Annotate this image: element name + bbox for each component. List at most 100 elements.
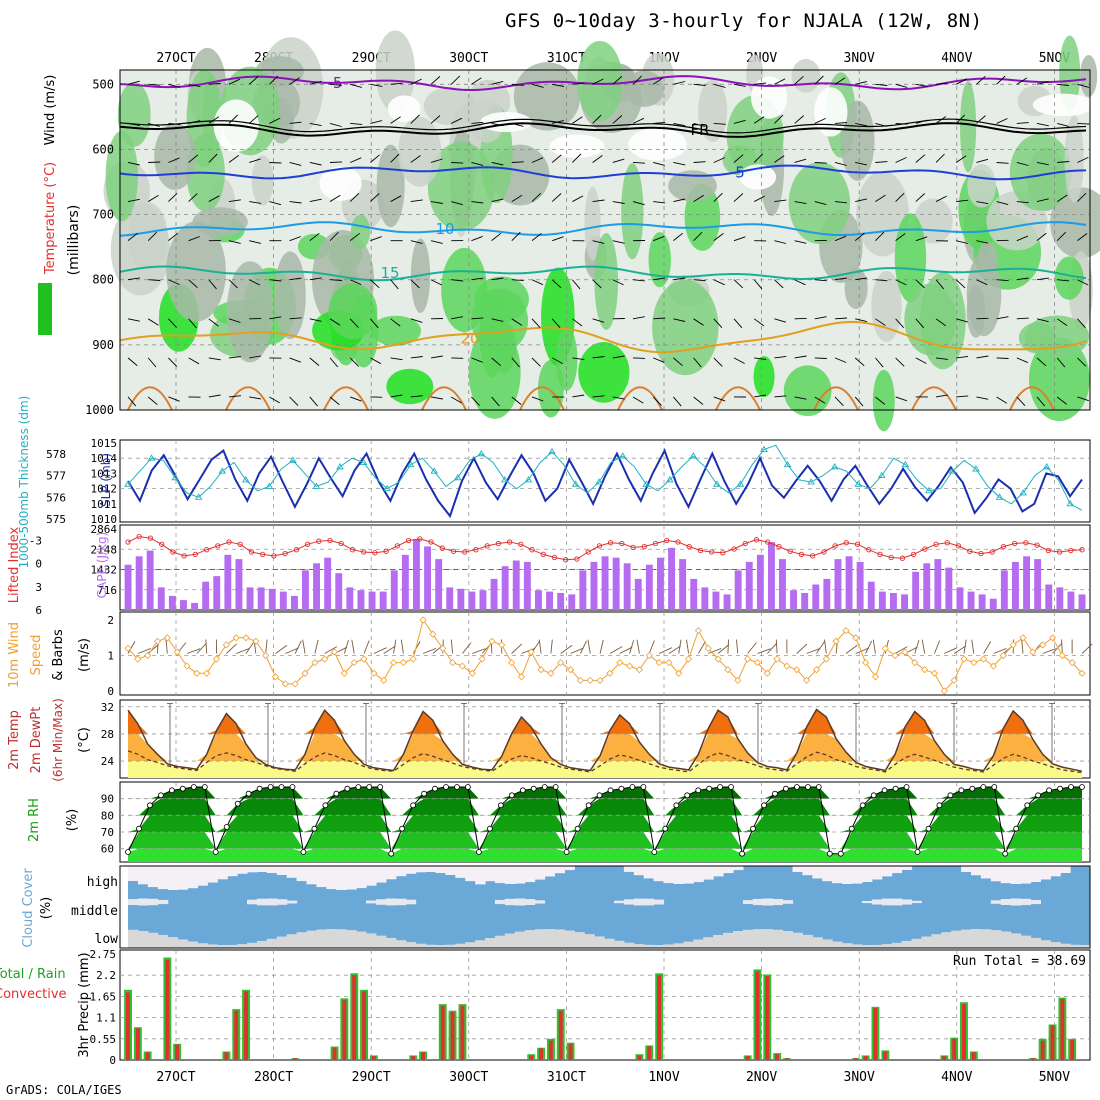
wind-barb-10m xyxy=(717,644,730,654)
wind-barb xyxy=(1057,161,1070,163)
cloud-high-cell xyxy=(693,866,704,883)
dewpoint-line xyxy=(127,750,1083,774)
wind-speed-marker xyxy=(626,662,634,670)
rh-marker xyxy=(991,784,998,790)
cloud-high-cell xyxy=(1060,866,1071,873)
wind-barb xyxy=(552,236,564,242)
wind-barb xyxy=(551,154,562,163)
wind-barb xyxy=(754,82,767,85)
wind-barb xyxy=(370,236,382,242)
surface-isotherm-bump xyxy=(323,386,369,411)
wind-barb xyxy=(653,357,665,363)
wind-barb xyxy=(248,76,259,85)
precip-convective-bar xyxy=(145,1052,150,1060)
cape-bar xyxy=(501,566,509,610)
rh-marker xyxy=(651,849,658,855)
rh-marker xyxy=(212,849,219,855)
wind-barb xyxy=(127,80,140,85)
wind-barb xyxy=(410,279,420,289)
cloud-low-cell xyxy=(584,934,595,948)
cloud-low-cell xyxy=(881,944,893,948)
wind-barb xyxy=(349,192,360,202)
wind-barb xyxy=(814,117,826,124)
cloud-low-cell xyxy=(723,932,734,948)
slp-axis-title: SLP (mb) xyxy=(99,453,113,507)
wind-barb xyxy=(228,155,239,163)
cape-bar xyxy=(657,557,664,610)
cloud-low-cell xyxy=(703,937,714,948)
rh-dry-patch xyxy=(480,111,532,133)
wind-barb xyxy=(1016,317,1029,320)
wind-barb-10m xyxy=(302,639,306,654)
cloud-high-cell xyxy=(177,866,189,890)
cloud-mid-cell xyxy=(772,899,784,906)
wind-barb xyxy=(935,82,948,85)
cloud-high-cell xyxy=(1010,866,1022,884)
wind-barb xyxy=(915,279,925,289)
cloud-low-cell xyxy=(752,929,764,948)
wind-barb-10m xyxy=(1021,639,1024,654)
lifted-index-marker xyxy=(574,556,580,562)
cloud-low-cell xyxy=(762,929,774,948)
wind-barb xyxy=(370,83,383,87)
wind-speed-marker xyxy=(586,676,594,684)
wind-barb xyxy=(572,82,585,85)
wind-barb xyxy=(148,83,161,86)
thickness-marker xyxy=(972,465,980,472)
cloud-low-cell xyxy=(256,940,268,948)
wind-speed-marker xyxy=(724,666,732,674)
rh-marker xyxy=(464,784,471,790)
wind-barb xyxy=(956,240,969,244)
wind-speed-marker xyxy=(498,641,506,649)
wind-barb xyxy=(915,318,925,329)
wind-barb xyxy=(430,76,441,85)
lifted-index-marker xyxy=(170,549,176,555)
cloud-level-high: high xyxy=(87,875,118,890)
rh-shading-blob xyxy=(1054,256,1084,300)
wind-speed-marker xyxy=(350,659,358,667)
wind-barb xyxy=(1036,232,1047,242)
cape-bar xyxy=(346,587,354,610)
wind-barb xyxy=(592,78,604,85)
lifted-index-marker xyxy=(955,543,962,549)
rh-marker xyxy=(826,850,833,857)
cloud-high-cell xyxy=(425,866,436,872)
wind-barb xyxy=(1077,122,1090,125)
wind-barb xyxy=(834,201,847,204)
wind-barb xyxy=(653,121,666,124)
wind-barb xyxy=(531,396,544,402)
pressure-axis-title: (millibars) xyxy=(66,205,82,276)
wind-barb-10m xyxy=(914,639,920,654)
cloud-mid-cell xyxy=(286,900,298,904)
wind-barb xyxy=(794,201,807,205)
wind-barb xyxy=(996,75,1006,85)
cloud-high-cell xyxy=(336,866,347,890)
cloud-mid-cell xyxy=(762,898,774,906)
wind-barb xyxy=(390,116,401,124)
lifted-index-marker xyxy=(159,541,165,547)
cloud-low-cell xyxy=(782,931,794,948)
top-date-label: 31OCT xyxy=(547,51,586,66)
rh-shading-blob xyxy=(128,202,168,271)
wind-speed-marker xyxy=(744,655,752,663)
wind-barb xyxy=(249,201,262,204)
wind-barb xyxy=(208,318,219,327)
rh-shading-blob xyxy=(913,198,953,244)
rh-shading-blob xyxy=(652,279,719,376)
wind-speed-marker xyxy=(891,651,899,660)
wind-barb-10m xyxy=(708,647,722,654)
cloud-high-cell xyxy=(633,866,645,876)
wind-barb xyxy=(451,117,463,124)
cloud-low-cell xyxy=(524,930,536,948)
wind-barb xyxy=(855,198,868,203)
cape-bar xyxy=(756,554,764,610)
wind-barb-10m xyxy=(963,639,967,654)
cloud-low-cell xyxy=(653,945,665,948)
lifted-index-marker xyxy=(809,553,816,559)
cloud-low-cell xyxy=(911,938,922,948)
cape-bar xyxy=(645,564,653,610)
wind-barb-10m xyxy=(845,644,858,654)
wind-barb xyxy=(350,122,363,125)
wind-barb xyxy=(410,78,422,85)
